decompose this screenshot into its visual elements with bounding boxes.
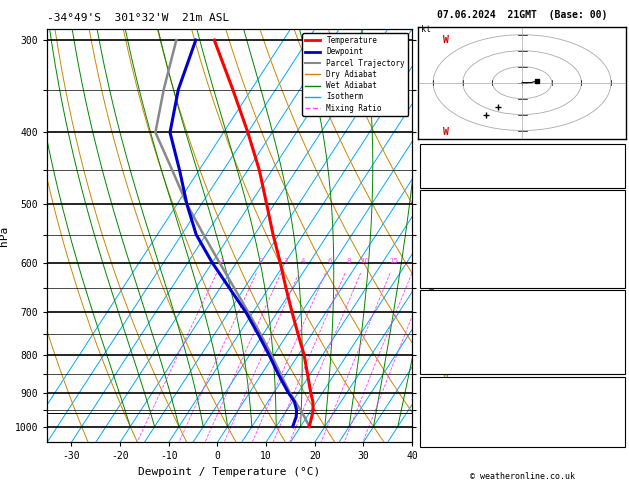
Text: W: W (443, 307, 449, 317)
Text: -48: -48 (605, 392, 621, 401)
Y-axis label: km
ASL: km ASL (450, 226, 466, 245)
Text: © weatheronline.co.uk: © weatheronline.co.uk (470, 472, 574, 481)
Text: Lifted Index: Lifted Index (423, 332, 487, 342)
X-axis label: Dewpoint / Temperature (°C): Dewpoint / Temperature (°C) (138, 467, 321, 477)
Text: Mixing Ratio (g/kg): Mixing Ratio (g/kg) (428, 209, 437, 311)
Text: Temp (°C): Temp (°C) (423, 205, 471, 214)
Text: 8: 8 (347, 258, 352, 264)
Text: 3.45: 3.45 (600, 173, 621, 182)
Text: 6: 6 (328, 258, 332, 264)
Text: 10: 10 (360, 258, 369, 264)
Text: Pressure (mb): Pressure (mb) (423, 305, 493, 314)
Text: 34: 34 (611, 146, 621, 155)
Text: 315: 315 (605, 232, 621, 242)
Text: 46: 46 (611, 159, 621, 169)
Text: 2: 2 (259, 258, 263, 264)
Text: W: W (443, 35, 449, 45)
Text: SREH: SREH (423, 405, 444, 415)
Text: Surface: Surface (503, 191, 541, 201)
Text: W: W (443, 369, 449, 380)
Text: CIN (J): CIN (J) (423, 360, 460, 369)
Text: θε (K): θε (K) (423, 319, 455, 328)
Text: Hodograph: Hodograph (498, 378, 546, 387)
Text: 33: 33 (611, 346, 621, 355)
Text: 292°: 292° (600, 419, 621, 428)
Text: 16.8: 16.8 (600, 205, 621, 214)
Text: 4: 4 (301, 258, 306, 264)
Text: 07.06.2024  21GMT  (Base: 00): 07.06.2024 21GMT (Base: 00) (437, 10, 607, 20)
Text: StmDir: StmDir (423, 419, 455, 428)
Text: 900: 900 (605, 305, 621, 314)
Text: PW (cm): PW (cm) (423, 173, 460, 182)
Text: -34°49'S  301°32'W  21m ASL: -34°49'S 301°32'W 21m ASL (47, 13, 230, 23)
Text: 3: 3 (283, 258, 287, 264)
Text: 0: 0 (616, 332, 621, 342)
Text: 328: 328 (605, 319, 621, 328)
Text: 8: 8 (616, 246, 621, 255)
Text: Totals Totals: Totals Totals (423, 159, 493, 169)
Text: CAPE (J): CAPE (J) (423, 260, 465, 269)
Text: W: W (443, 397, 449, 407)
Text: 13.4: 13.4 (600, 219, 621, 228)
Y-axis label: hPa: hPa (0, 226, 9, 246)
Text: CIN (J): CIN (J) (423, 273, 460, 282)
Text: W: W (443, 199, 449, 209)
Text: 31: 31 (611, 360, 621, 369)
Text: CAPE (J): CAPE (J) (423, 346, 465, 355)
Text: Most Unstable: Most Unstable (487, 292, 557, 301)
Text: 0: 0 (616, 273, 621, 282)
Text: EH: EH (423, 392, 433, 401)
Text: kt: kt (421, 24, 431, 34)
Text: W: W (443, 127, 449, 138)
Text: 15: 15 (389, 258, 399, 264)
Text: 1: 1 (219, 258, 223, 264)
Text: Lifted Index: Lifted Index (423, 246, 487, 255)
Text: K: K (423, 146, 428, 155)
Text: θε(K): θε(K) (423, 232, 450, 242)
Text: StmSpd (kt): StmSpd (kt) (423, 433, 482, 442)
Legend: Temperature, Dewpoint, Parcel Trajectory, Dry Adiabat, Wet Adiabat, Isotherm, Mi: Temperature, Dewpoint, Parcel Trajectory… (302, 33, 408, 116)
Text: 24: 24 (611, 433, 621, 442)
Text: -17: -17 (605, 405, 621, 415)
Text: 0: 0 (616, 260, 621, 269)
Text: Dewp (°C): Dewp (°C) (423, 219, 471, 228)
